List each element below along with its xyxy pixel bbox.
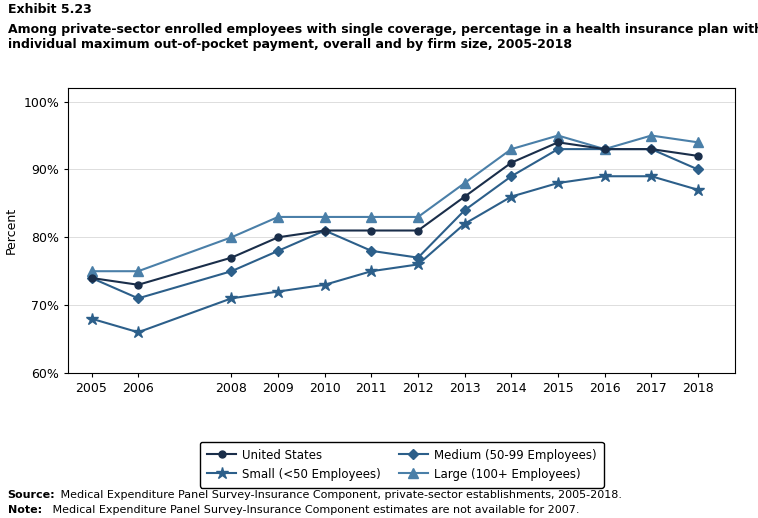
Small (<50 Employees) <box>274 289 283 295</box>
Medium (50-99 Employees) <box>460 207 469 213</box>
Text: Medical Expenditure Panel Survey-Insurance Component, private-sector establishme: Medical Expenditure Panel Survey-Insuran… <box>57 490 622 499</box>
United States <box>647 146 656 152</box>
Small (<50 Employees) <box>553 180 562 186</box>
United States <box>600 146 609 152</box>
Medium (50-99 Employees) <box>87 275 96 281</box>
Large (100+ Employees) <box>647 133 656 139</box>
Medium (50-99 Employees) <box>227 268 236 275</box>
United States <box>367 227 376 234</box>
Large (100+ Employees) <box>507 146 516 152</box>
Medium (50-99 Employees) <box>367 248 376 254</box>
Small (<50 Employees) <box>507 194 516 200</box>
Large (100+ Employees) <box>414 214 423 220</box>
Medium (50-99 Employees) <box>647 146 656 152</box>
Small (<50 Employees) <box>133 329 143 335</box>
Medium (50-99 Employees) <box>274 248 283 254</box>
United States <box>553 139 562 146</box>
Large (100+ Employees) <box>133 268 143 275</box>
Large (100+ Employees) <box>600 146 609 152</box>
Line: Medium (50-99 Employees): Medium (50-99 Employees) <box>88 146 701 302</box>
United States <box>133 282 143 288</box>
Small (<50 Employees) <box>227 295 236 301</box>
Y-axis label: Percent: Percent <box>5 207 17 254</box>
United States <box>414 227 423 234</box>
Small (<50 Employees) <box>694 186 703 193</box>
Large (100+ Employees) <box>367 214 376 220</box>
Line: Small (<50 Employees): Small (<50 Employees) <box>86 170 704 338</box>
Medium (50-99 Employees) <box>553 146 562 152</box>
Large (100+ Employees) <box>274 214 283 220</box>
Large (100+ Employees) <box>460 180 469 186</box>
United States <box>460 194 469 200</box>
United States <box>87 275 96 281</box>
Medium (50-99 Employees) <box>694 166 703 172</box>
Small (<50 Employees) <box>414 261 423 267</box>
United States <box>694 153 703 159</box>
Large (100+ Employees) <box>694 139 703 146</box>
United States <box>320 227 329 234</box>
United States <box>227 254 236 261</box>
Medium (50-99 Employees) <box>133 295 143 301</box>
Large (100+ Employees) <box>87 268 96 275</box>
Small (<50 Employees) <box>87 315 96 322</box>
Large (100+ Employees) <box>553 133 562 139</box>
Small (<50 Employees) <box>600 173 609 179</box>
Medium (50-99 Employees) <box>320 227 329 234</box>
Small (<50 Employees) <box>460 221 469 227</box>
Small (<50 Employees) <box>367 268 376 275</box>
Small (<50 Employees) <box>320 282 329 288</box>
Text: Among private-sector enrolled employees with single coverage, percentage in a he: Among private-sector enrolled employees … <box>8 23 758 51</box>
United States <box>507 160 516 166</box>
Medium (50-99 Employees) <box>414 254 423 261</box>
Medium (50-99 Employees) <box>600 146 609 152</box>
Line: Large (100+ Employees): Large (100+ Employees) <box>86 131 703 276</box>
United States <box>274 234 283 240</box>
Small (<50 Employees) <box>647 173 656 179</box>
Text: Medical Expenditure Panel Survey-Insurance Component estimates are not available: Medical Expenditure Panel Survey-Insuran… <box>49 505 580 515</box>
Medium (50-99 Employees) <box>507 173 516 179</box>
Large (100+ Employees) <box>320 214 329 220</box>
Line: United States: United States <box>88 139 701 288</box>
Text: Note:: Note: <box>8 505 42 515</box>
Legend: United States, Small (<50 Employees), Medium (50-99 Employees), Large (100+ Empl: United States, Small (<50 Employees), Me… <box>199 441 604 487</box>
Text: Exhibit 5.23: Exhibit 5.23 <box>8 3 91 16</box>
Text: Source:: Source: <box>8 490 55 499</box>
Large (100+ Employees) <box>227 234 236 240</box>
